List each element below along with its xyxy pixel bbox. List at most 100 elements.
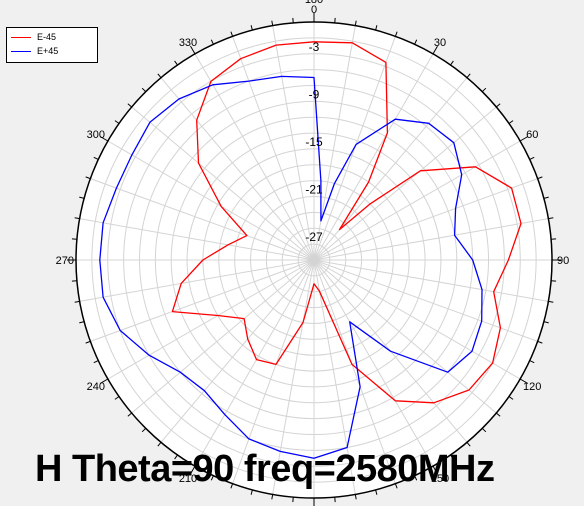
tick-mark: [375, 489, 378, 495]
legend: E-45 E+45: [6, 27, 98, 63]
grid-spoke: [313, 53, 434, 261]
grid-spoke: [160, 259, 315, 443]
tick-mark: [354, 20, 357, 26]
angle-tick-label: 30: [434, 37, 446, 49]
tick-mark: [271, 494, 274, 500]
tick-mark: [519, 136, 529, 142]
grid-spoke: [107, 140, 315, 261]
angle-tick-label: 120: [523, 381, 541, 393]
angle-tick-label: 210: [179, 473, 197, 485]
tick-mark: [414, 475, 418, 481]
grid-spoke: [313, 259, 549, 302]
legend-swatch-red: [11, 36, 31, 38]
tick-mark: [141, 427, 147, 433]
tick-mark: [85, 340, 91, 344]
chart-title: H Theta=90 freq=2580MHz: [35, 448, 495, 490]
tick-mark: [157, 441, 162, 447]
angle-tick-label: 180: [305, 0, 323, 6]
angle-tick-label: 150: [431, 473, 449, 485]
tick-mark: [481, 87, 487, 93]
tick-mark: [394, 483, 398, 489]
tick-mark: [394, 31, 398, 37]
tick-mark: [210, 475, 214, 481]
tick-mark: [529, 360, 535, 364]
tick-mark: [495, 412, 501, 417]
tick-mark: [466, 73, 471, 79]
grid-spoke: [79, 218, 315, 261]
tick-mark: [74, 217, 80, 220]
angle-tick-label: 300: [87, 129, 105, 141]
tick-mark: [99, 136, 109, 142]
tick-mark: [114, 120, 120, 124]
grid-spoke: [194, 259, 315, 467]
tick-mark: [127, 103, 133, 108]
tick-mark: [210, 39, 214, 45]
legend-swatch-blue: [11, 50, 31, 52]
tick-mark: [230, 31, 234, 37]
legend-label: E+45: [37, 46, 59, 56]
axis-labels: -3-9-15-21-27180030609012015018021024027…: [56, 0, 570, 485]
tick-mark: [537, 176, 543, 180]
tick-mark: [414, 39, 418, 45]
tick-mark: [432, 45, 438, 55]
radial-tick-label: -9: [309, 87, 320, 101]
radial-tick-label: -3: [309, 40, 320, 54]
tick-mark: [99, 378, 109, 384]
grid-spoke: [232, 259, 315, 484]
grid-spoke: [313, 259, 356, 495]
grid-spoke: [313, 259, 396, 484]
angle-tick-label: 90: [557, 255, 569, 267]
tick-mark: [93, 156, 99, 160]
tick-mark: [250, 25, 253, 31]
tick-mark: [271, 20, 274, 26]
tick-mark: [543, 196, 549, 199]
tick-mark: [375, 25, 378, 31]
tick-mark: [481, 427, 487, 433]
tick-mark: [508, 396, 514, 400]
tick-mark: [466, 441, 471, 447]
grid-spoke: [131, 259, 315, 414]
tick-mark: [529, 156, 535, 160]
angle-tick-label: 60: [526, 129, 538, 141]
grid-spoke: [131, 106, 315, 261]
grid-spoke: [232, 36, 315, 261]
grid-spoke: [313, 218, 549, 261]
grid-spoke: [313, 106, 497, 261]
tick-mark: [354, 494, 357, 500]
tick-mark: [141, 87, 147, 93]
grid-spoke: [272, 259, 315, 495]
grid-spoke: [107, 259, 315, 380]
grid-spoke: [90, 259, 315, 342]
radial-tick-label: -27: [305, 230, 323, 244]
grid-spoke: [313, 259, 521, 380]
tick-mark: [114, 396, 120, 400]
radial-tick-label: -21: [305, 183, 323, 197]
tick-mark: [432, 465, 438, 475]
grid-spoke: [90, 178, 315, 261]
tick-mark: [79, 196, 85, 199]
tick-mark: [93, 360, 99, 364]
tick-mark: [548, 217, 554, 220]
grid-spoke: [313, 259, 497, 414]
tick-mark: [174, 60, 178, 66]
grid-spoke: [313, 259, 434, 467]
tick-mark: [174, 454, 178, 460]
tick-mark: [495, 103, 501, 108]
legend-item-e-plus-45: E+45: [11, 45, 58, 57]
legend-label: E-45: [37, 32, 57, 42]
legend-item-e-45: E-45: [11, 31, 56, 43]
tick-mark: [74, 300, 80, 303]
tick-mark: [79, 321, 85, 324]
tick-mark: [230, 483, 234, 489]
grid-spoke: [313, 178, 538, 261]
tick-mark: [548, 300, 554, 303]
angle-tick-label: 240: [87, 381, 105, 393]
tick-mark: [450, 454, 454, 460]
grid-spoke: [160, 77, 315, 261]
tick-mark: [543, 321, 549, 324]
tick-mark: [519, 378, 529, 384]
series-line-e45: [99, 75, 483, 459]
grid-spoke: [313, 140, 521, 261]
tick-mark: [537, 340, 543, 344]
